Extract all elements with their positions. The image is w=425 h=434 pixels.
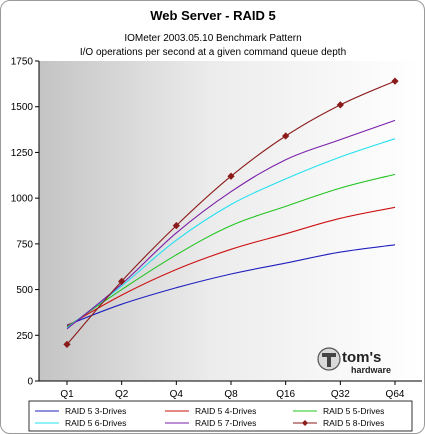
logo-emblem-mark xyxy=(322,353,336,367)
x-tick-label: Q32 xyxy=(331,389,350,400)
data-point-marker xyxy=(336,101,344,109)
x-tick-label: Q1 xyxy=(60,389,74,400)
tomshardware-logo: tom's hardware xyxy=(317,347,391,375)
y-tick-label: 1750 xyxy=(11,57,34,68)
legend-label: RAID 5 7-Drives xyxy=(195,418,256,428)
x-tick-label: Q16 xyxy=(276,389,295,400)
y-tick-label: 1500 xyxy=(11,102,34,113)
series-line-4-drives xyxy=(66,206,396,327)
data-point-marker xyxy=(391,77,399,85)
chart-subtitle-line-1: IOMeter 2003.05.10 Benchmark Pattern xyxy=(124,33,301,44)
series-markers xyxy=(63,77,399,349)
chart-subtitle-line-2: I/O operations per second at a given com… xyxy=(80,47,346,58)
legend: RAID 5 3-Drives RAID 5 4-Drives RAID 5 5-D… xyxy=(35,406,384,428)
data-point-marker xyxy=(118,277,126,285)
legend-label: RAID 5 4-Drives xyxy=(195,406,256,416)
y-tick-label: 0 xyxy=(27,377,33,388)
data-point-marker xyxy=(172,221,180,230)
y-tick-label: 750 xyxy=(16,239,33,250)
x-tick-label: Q4 xyxy=(170,389,184,400)
y-tick-label: 250 xyxy=(16,331,33,342)
y-tick-label: 500 xyxy=(16,285,33,296)
chart-title: Web Server - RAID 5 xyxy=(150,8,275,23)
legend-label: RAID 5 6-Drives xyxy=(65,418,126,428)
logo-brand-text: tom's xyxy=(342,349,381,366)
legend-box xyxy=(28,400,413,432)
data-point-marker xyxy=(63,340,71,349)
x-tick-label: Q8 xyxy=(224,389,238,400)
legend-label: RAID 5 5-Drives xyxy=(323,406,384,416)
plot-area xyxy=(39,61,422,381)
x-tick-labels: Q1 Q2 Q4 Q8 Q16 Q32 Q64 xyxy=(60,381,405,400)
y-tick-labels: 0 250 500 750 1000 1250 1500 1750 xyxy=(11,57,39,388)
data-point-marker xyxy=(282,132,290,140)
series-line-3-drives xyxy=(66,244,396,326)
x-tick-label: Q64 xyxy=(386,389,405,400)
legend-label: RAID 5 8-Drives xyxy=(323,418,384,428)
y-tick-label: 1000 xyxy=(11,194,34,205)
series-line-6-drives xyxy=(66,138,396,329)
x-tick-label: Q2 xyxy=(115,389,129,400)
y-tick-label: 1250 xyxy=(11,148,34,159)
data-point-marker xyxy=(227,172,235,180)
logo-sub-text: hardware xyxy=(351,365,391,375)
legend-marker xyxy=(302,420,308,426)
series-line-5-drives xyxy=(66,173,396,328)
legend-label: RAID 5 3-Drives xyxy=(65,406,126,416)
